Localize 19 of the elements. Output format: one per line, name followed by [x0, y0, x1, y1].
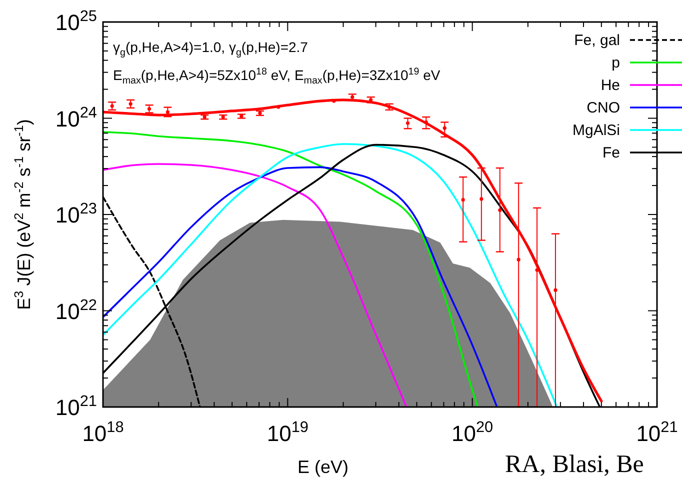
x-tick-label: 10$^{18}$	[82, 419, 124, 446]
x-axis-title: E (eV)	[297, 457, 349, 477]
y-tick-label: 10$^{21}$	[55, 393, 97, 420]
legend-label: Fe, gal	[574, 32, 620, 49]
x-tick-label: 10$^{20}$	[452, 419, 494, 446]
text: RA, Blasi, Be	[505, 451, 644, 478]
legend-label: He	[600, 77, 620, 94]
legend-label: MgAlSi	[572, 122, 620, 139]
annotation: γ$_{g}$(p,He,A>4)=1.0, γ$_{g}$(p,He)=2.7	[113, 39, 308, 58]
x-tick-label: 10$^{19}$	[266, 419, 308, 446]
legend-label: p	[612, 54, 620, 72]
legend-label: CNO	[586, 100, 620, 116]
y-tick-label: 10$^{23}$	[55, 200, 97, 228]
legend-label: Fe	[602, 144, 620, 162]
y-tick-label: 10$^{24}$	[55, 104, 98, 132]
x-tick-label: 10$^{21}$	[636, 419, 678, 446]
y-tick-label: 10$^{25}$	[55, 8, 97, 35]
y-tick-label: 10$^{22}$	[55, 296, 97, 324]
text: E$_{max}$(p,He,A>4)=5Zx10$^{18}$ eV, E$_{max}$(p,He)=3Zx10$^{19}$ eV	[113, 66, 440, 86]
